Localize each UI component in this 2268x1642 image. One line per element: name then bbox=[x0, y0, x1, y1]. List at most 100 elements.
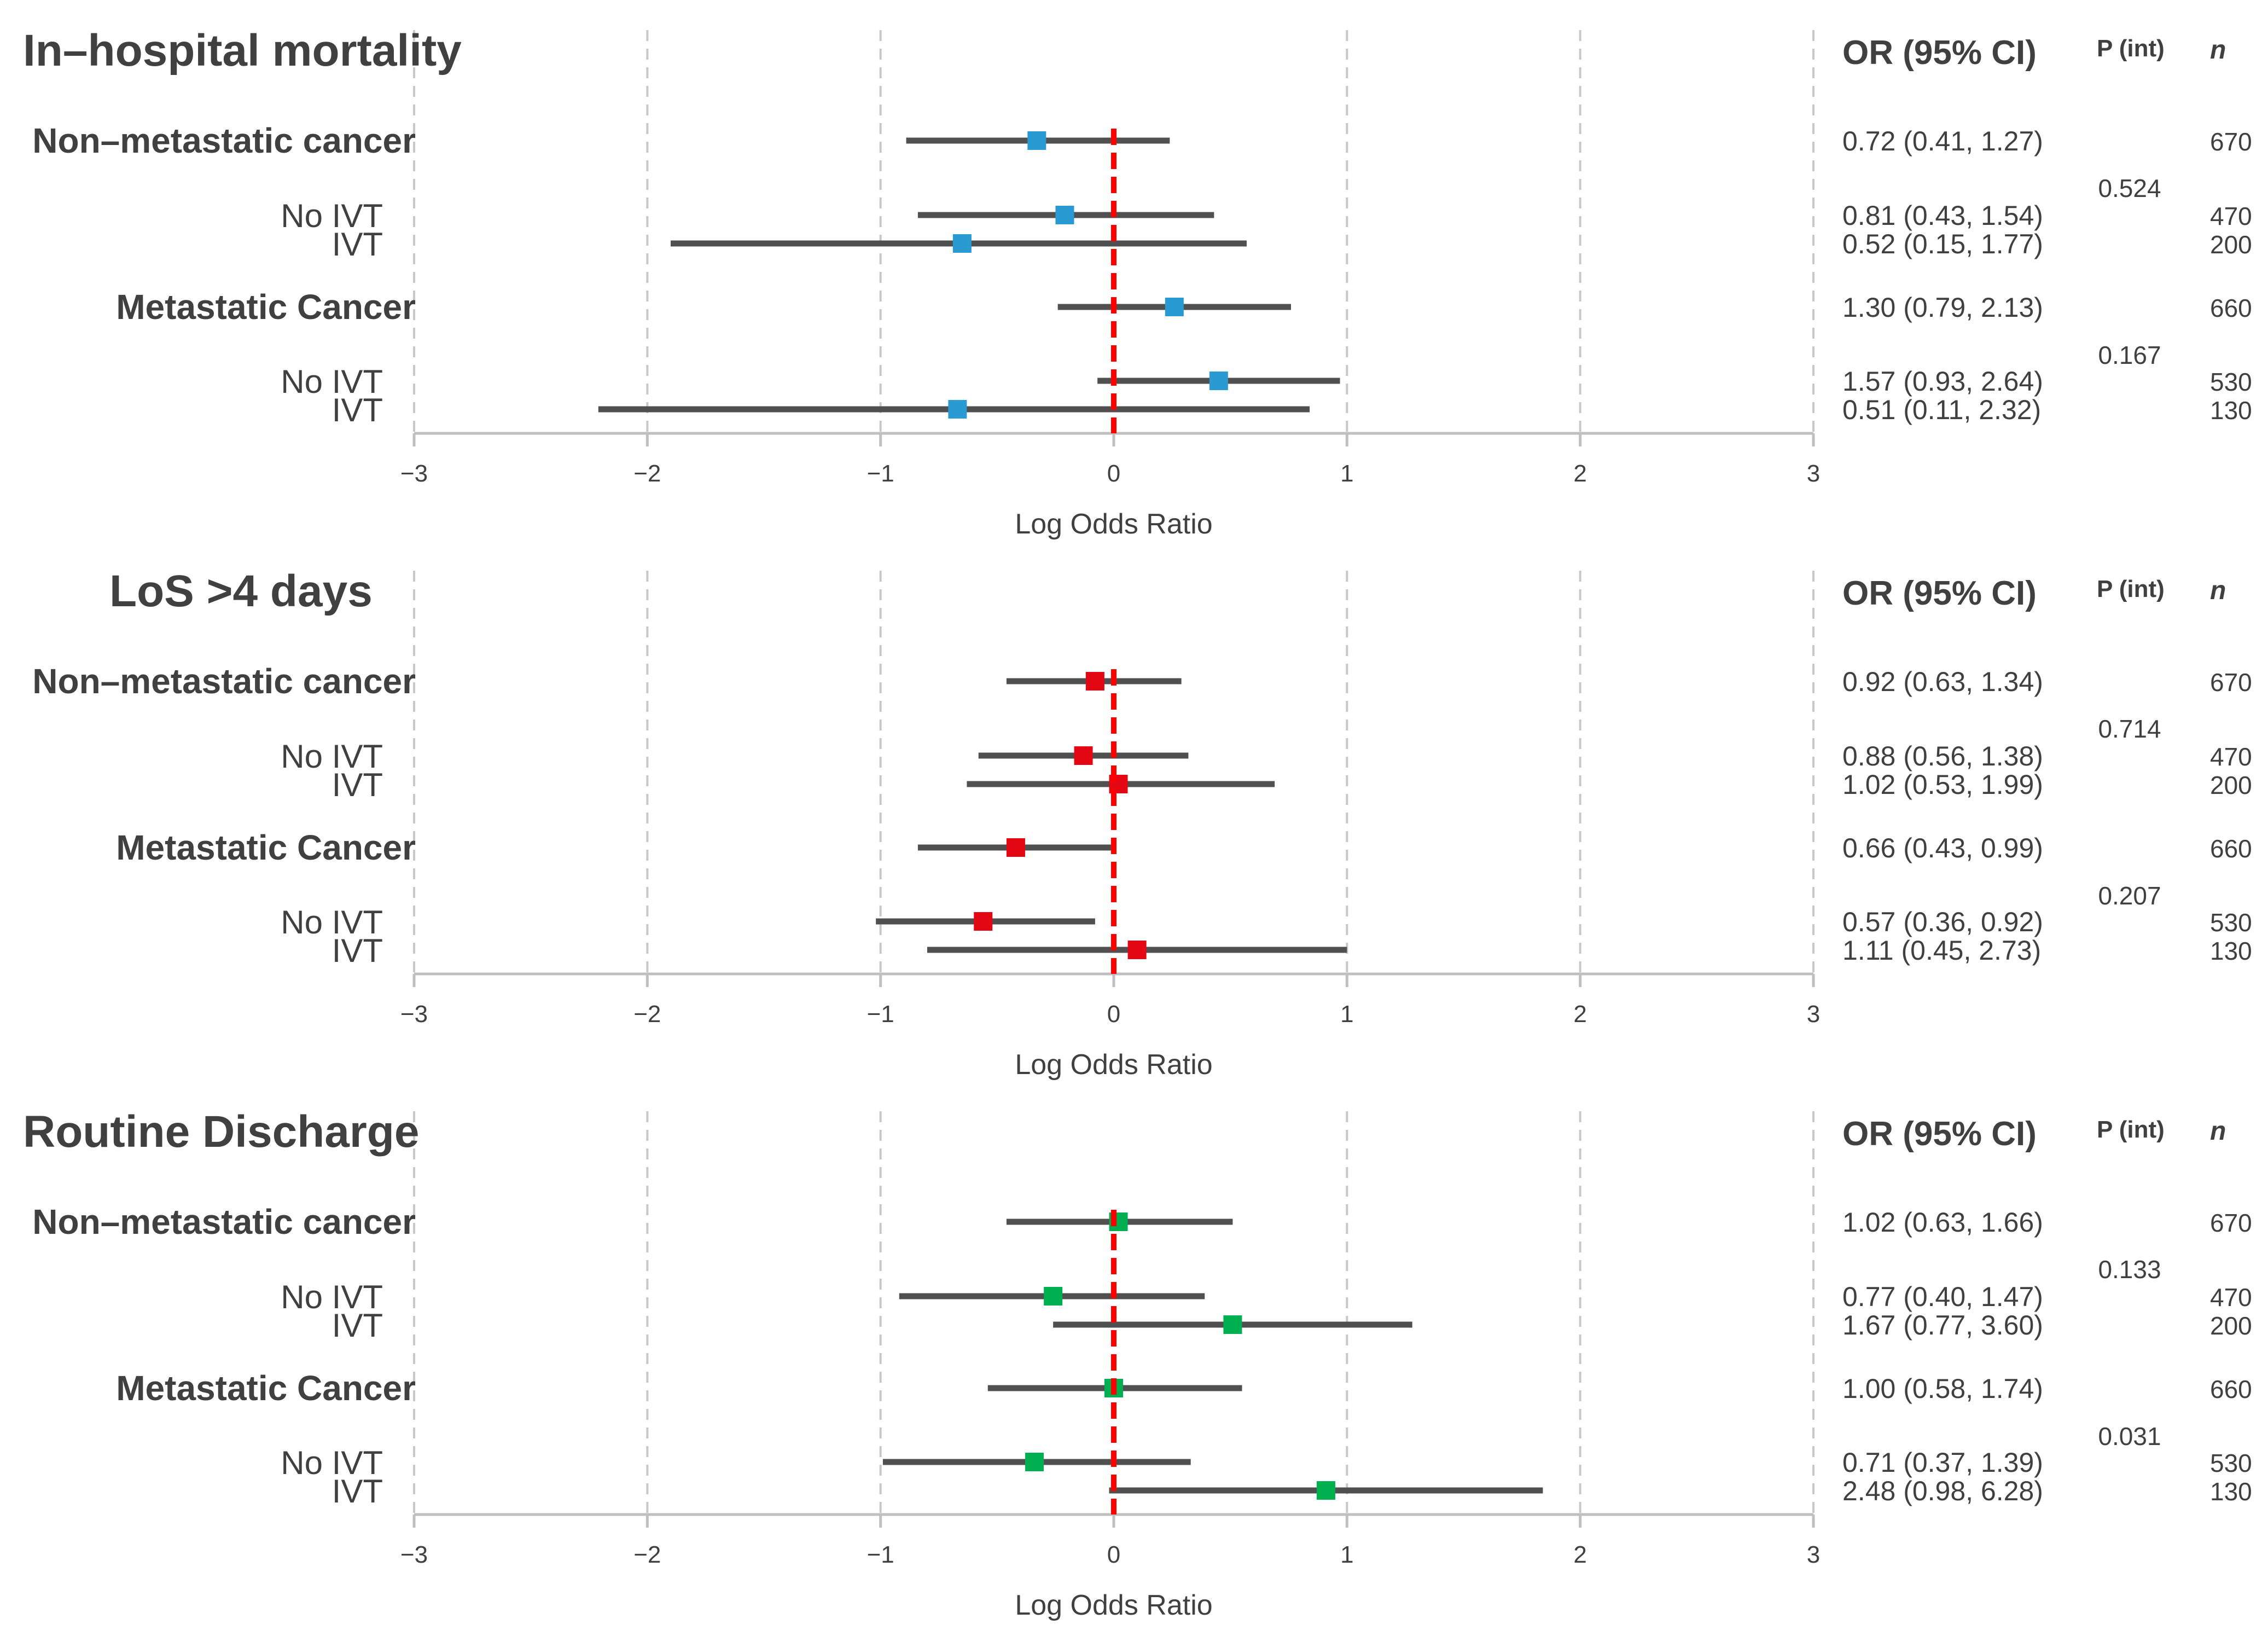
point-estimate-marker bbox=[1027, 131, 1046, 150]
or-ci-value: 0.77 (0.40, 1.47) bbox=[1842, 1281, 2043, 1312]
point-estimate-marker bbox=[1223, 1315, 1242, 1334]
subgroup-label: Non–metastatic cancer bbox=[32, 662, 416, 701]
or-column-header: OR (95% CI) bbox=[1842, 34, 2037, 72]
or-column-header: OR (95% CI) bbox=[1842, 1115, 2037, 1153]
subgroup-label: Non–metastatic cancer bbox=[32, 1202, 416, 1241]
n-value: 130 bbox=[2210, 1477, 2252, 1506]
panel-title: Routine Discharge bbox=[23, 1107, 419, 1157]
x-tick-label: 2 bbox=[1573, 1001, 1586, 1028]
n-value: 530 bbox=[2210, 908, 2252, 937]
n-value: 530 bbox=[2210, 368, 2252, 396]
x-tick-label: 1 bbox=[1340, 1001, 1353, 1028]
point-estimate-marker bbox=[1006, 838, 1025, 857]
subgroup-label: IVT bbox=[332, 392, 383, 428]
n-value: 200 bbox=[2210, 771, 2252, 799]
or-ci-value: 1.67 (0.77, 3.60) bbox=[1842, 1310, 2043, 1341]
or-ci-value: 0.92 (0.63, 1.34) bbox=[1842, 666, 2043, 697]
x-tick-label: 3 bbox=[1807, 1001, 1820, 1028]
forest-panel-2: −3 −2 −1 0 1 2 3 Log Odds Ratio LoS >4 days OR (9… bbox=[32, 566, 2252, 1081]
point-estimate-marker bbox=[948, 400, 967, 419]
x-tick-label: −1 bbox=[867, 460, 894, 487]
x-tick-label: −1 bbox=[867, 1001, 894, 1028]
n-value: 670 bbox=[2210, 127, 2252, 156]
n-value: 470 bbox=[2210, 202, 2252, 230]
or-ci-value: 0.72 (0.41, 1.27) bbox=[1842, 126, 2043, 156]
or-ci-value: 0.57 (0.36, 0.92) bbox=[1842, 907, 2043, 937]
point-estimate-marker bbox=[1055, 206, 1074, 224]
or-ci-value: 1.00 (0.58, 1.74) bbox=[1842, 1373, 2043, 1404]
panel-title: LoS >4 days bbox=[109, 566, 373, 616]
x-tick-label: 0 bbox=[1107, 460, 1120, 487]
p-interaction-value: 0.031 bbox=[2098, 1422, 2161, 1450]
x-tick-label: −2 bbox=[633, 460, 661, 487]
n-value: 130 bbox=[2210, 396, 2252, 425]
p-column-header: P (int) bbox=[2097, 35, 2165, 62]
p-interaction-value: 0.167 bbox=[2098, 341, 2161, 369]
subgroup-label: Metastatic Cancer bbox=[116, 1368, 416, 1408]
or-ci-value: 2.48 (0.98, 6.28) bbox=[1842, 1476, 2043, 1506]
forest-panel-1: −3 −2 −1 0 1 2 3 Log Odds Ratio In–hospital mort… bbox=[23, 26, 2252, 540]
p-interaction-value: 0.714 bbox=[2098, 715, 2161, 743]
x-axis-title: Log Odds Ratio bbox=[1015, 1049, 1212, 1081]
x-tick-label: −2 bbox=[633, 1541, 661, 1568]
p-interaction-value: 0.133 bbox=[2098, 1255, 2161, 1284]
or-ci-value: 0.81 (0.43, 1.54) bbox=[1842, 200, 2043, 231]
p-interaction-value: 0.524 bbox=[2098, 174, 2161, 202]
subgroup-label: IVT bbox=[332, 767, 383, 803]
or-ci-value: 1.02 (0.63, 1.66) bbox=[1842, 1207, 2043, 1238]
x-tick-label: −1 bbox=[867, 1541, 894, 1568]
point-estimate-marker bbox=[1165, 298, 1184, 316]
x-tick-label: 2 bbox=[1573, 460, 1586, 487]
or-ci-value: 0.66 (0.43, 0.99) bbox=[1842, 833, 2043, 863]
x-tick-label: −3 bbox=[400, 1541, 428, 1568]
or-column-header: OR (95% CI) bbox=[1842, 575, 2037, 612]
or-ci-value: 1.11 (0.45, 2.73) bbox=[1842, 935, 2041, 966]
x-tick-label: −2 bbox=[633, 1001, 661, 1028]
x-tick-label: 1 bbox=[1340, 460, 1353, 487]
point-estimate-marker bbox=[952, 234, 972, 253]
x-tick-label: 3 bbox=[1807, 1541, 1820, 1568]
or-ci-value: 0.71 (0.37, 1.39) bbox=[1842, 1447, 2043, 1478]
n-value: 660 bbox=[2210, 1375, 2252, 1403]
n-value: 130 bbox=[2210, 937, 2252, 965]
point-estimate-marker bbox=[974, 912, 993, 931]
subgroup-label: No IVT bbox=[281, 1279, 383, 1315]
x-axis-title: Log Odds Ratio bbox=[1015, 1589, 1212, 1621]
or-ci-value: 0.52 (0.15, 1.77) bbox=[1842, 229, 2043, 259]
x-tick-label: 3 bbox=[1807, 460, 1820, 487]
or-ci-value: 1.30 (0.79, 2.13) bbox=[1842, 292, 2043, 323]
or-ci-value: 0.88 (0.56, 1.38) bbox=[1842, 741, 2043, 771]
or-ci-value: 1.02 (0.53, 1.99) bbox=[1842, 769, 2043, 800]
subgroup-label: IVT bbox=[332, 1307, 383, 1344]
subgroup-label: Non–metastatic cancer bbox=[32, 121, 416, 160]
n-value: 530 bbox=[2210, 1449, 2252, 1477]
or-ci-value: 0.51 (0.11, 2.32) bbox=[1842, 394, 2041, 425]
panel-title: In–hospital mortality bbox=[23, 26, 462, 76]
n-column-header: n bbox=[2210, 576, 2226, 605]
n-value: 660 bbox=[2210, 834, 2252, 863]
n-value: 660 bbox=[2210, 294, 2252, 322]
or-ci-value: 1.57 (0.93, 2.64) bbox=[1842, 366, 2043, 397]
subgroup-label: IVT bbox=[332, 226, 383, 263]
p-interaction-value: 0.207 bbox=[2098, 881, 2161, 910]
x-tick-label: 0 bbox=[1107, 1541, 1120, 1568]
point-estimate-marker bbox=[1085, 672, 1104, 691]
x-tick-label: 2 bbox=[1573, 1541, 1586, 1568]
subgroup-label: Metastatic Cancer bbox=[116, 287, 416, 327]
n-value: 670 bbox=[2210, 1209, 2252, 1237]
n-value: 670 bbox=[2210, 668, 2252, 697]
n-column-header: n bbox=[2210, 1117, 2226, 1146]
point-estimate-marker bbox=[1074, 746, 1093, 765]
subgroup-label: IVT bbox=[332, 932, 383, 969]
point-estimate-marker bbox=[1127, 941, 1147, 959]
subgroup-label: Metastatic Cancer bbox=[116, 828, 416, 867]
subgroup-label: No IVT bbox=[281, 363, 383, 400]
subgroup-label: No IVT bbox=[281, 738, 383, 775]
n-value: 470 bbox=[2210, 742, 2252, 771]
x-tick-label: −3 bbox=[400, 1001, 428, 1028]
subgroup-label: No IVT bbox=[281, 1444, 383, 1481]
x-tick-label: 1 bbox=[1340, 1541, 1353, 1568]
point-estimate-marker bbox=[1316, 1481, 1335, 1500]
p-column-header: P (int) bbox=[2097, 1116, 2165, 1143]
